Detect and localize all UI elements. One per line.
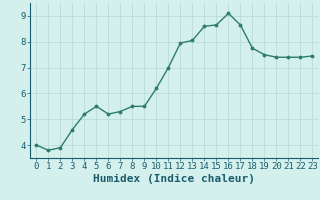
X-axis label: Humidex (Indice chaleur): Humidex (Indice chaleur)	[93, 174, 255, 184]
